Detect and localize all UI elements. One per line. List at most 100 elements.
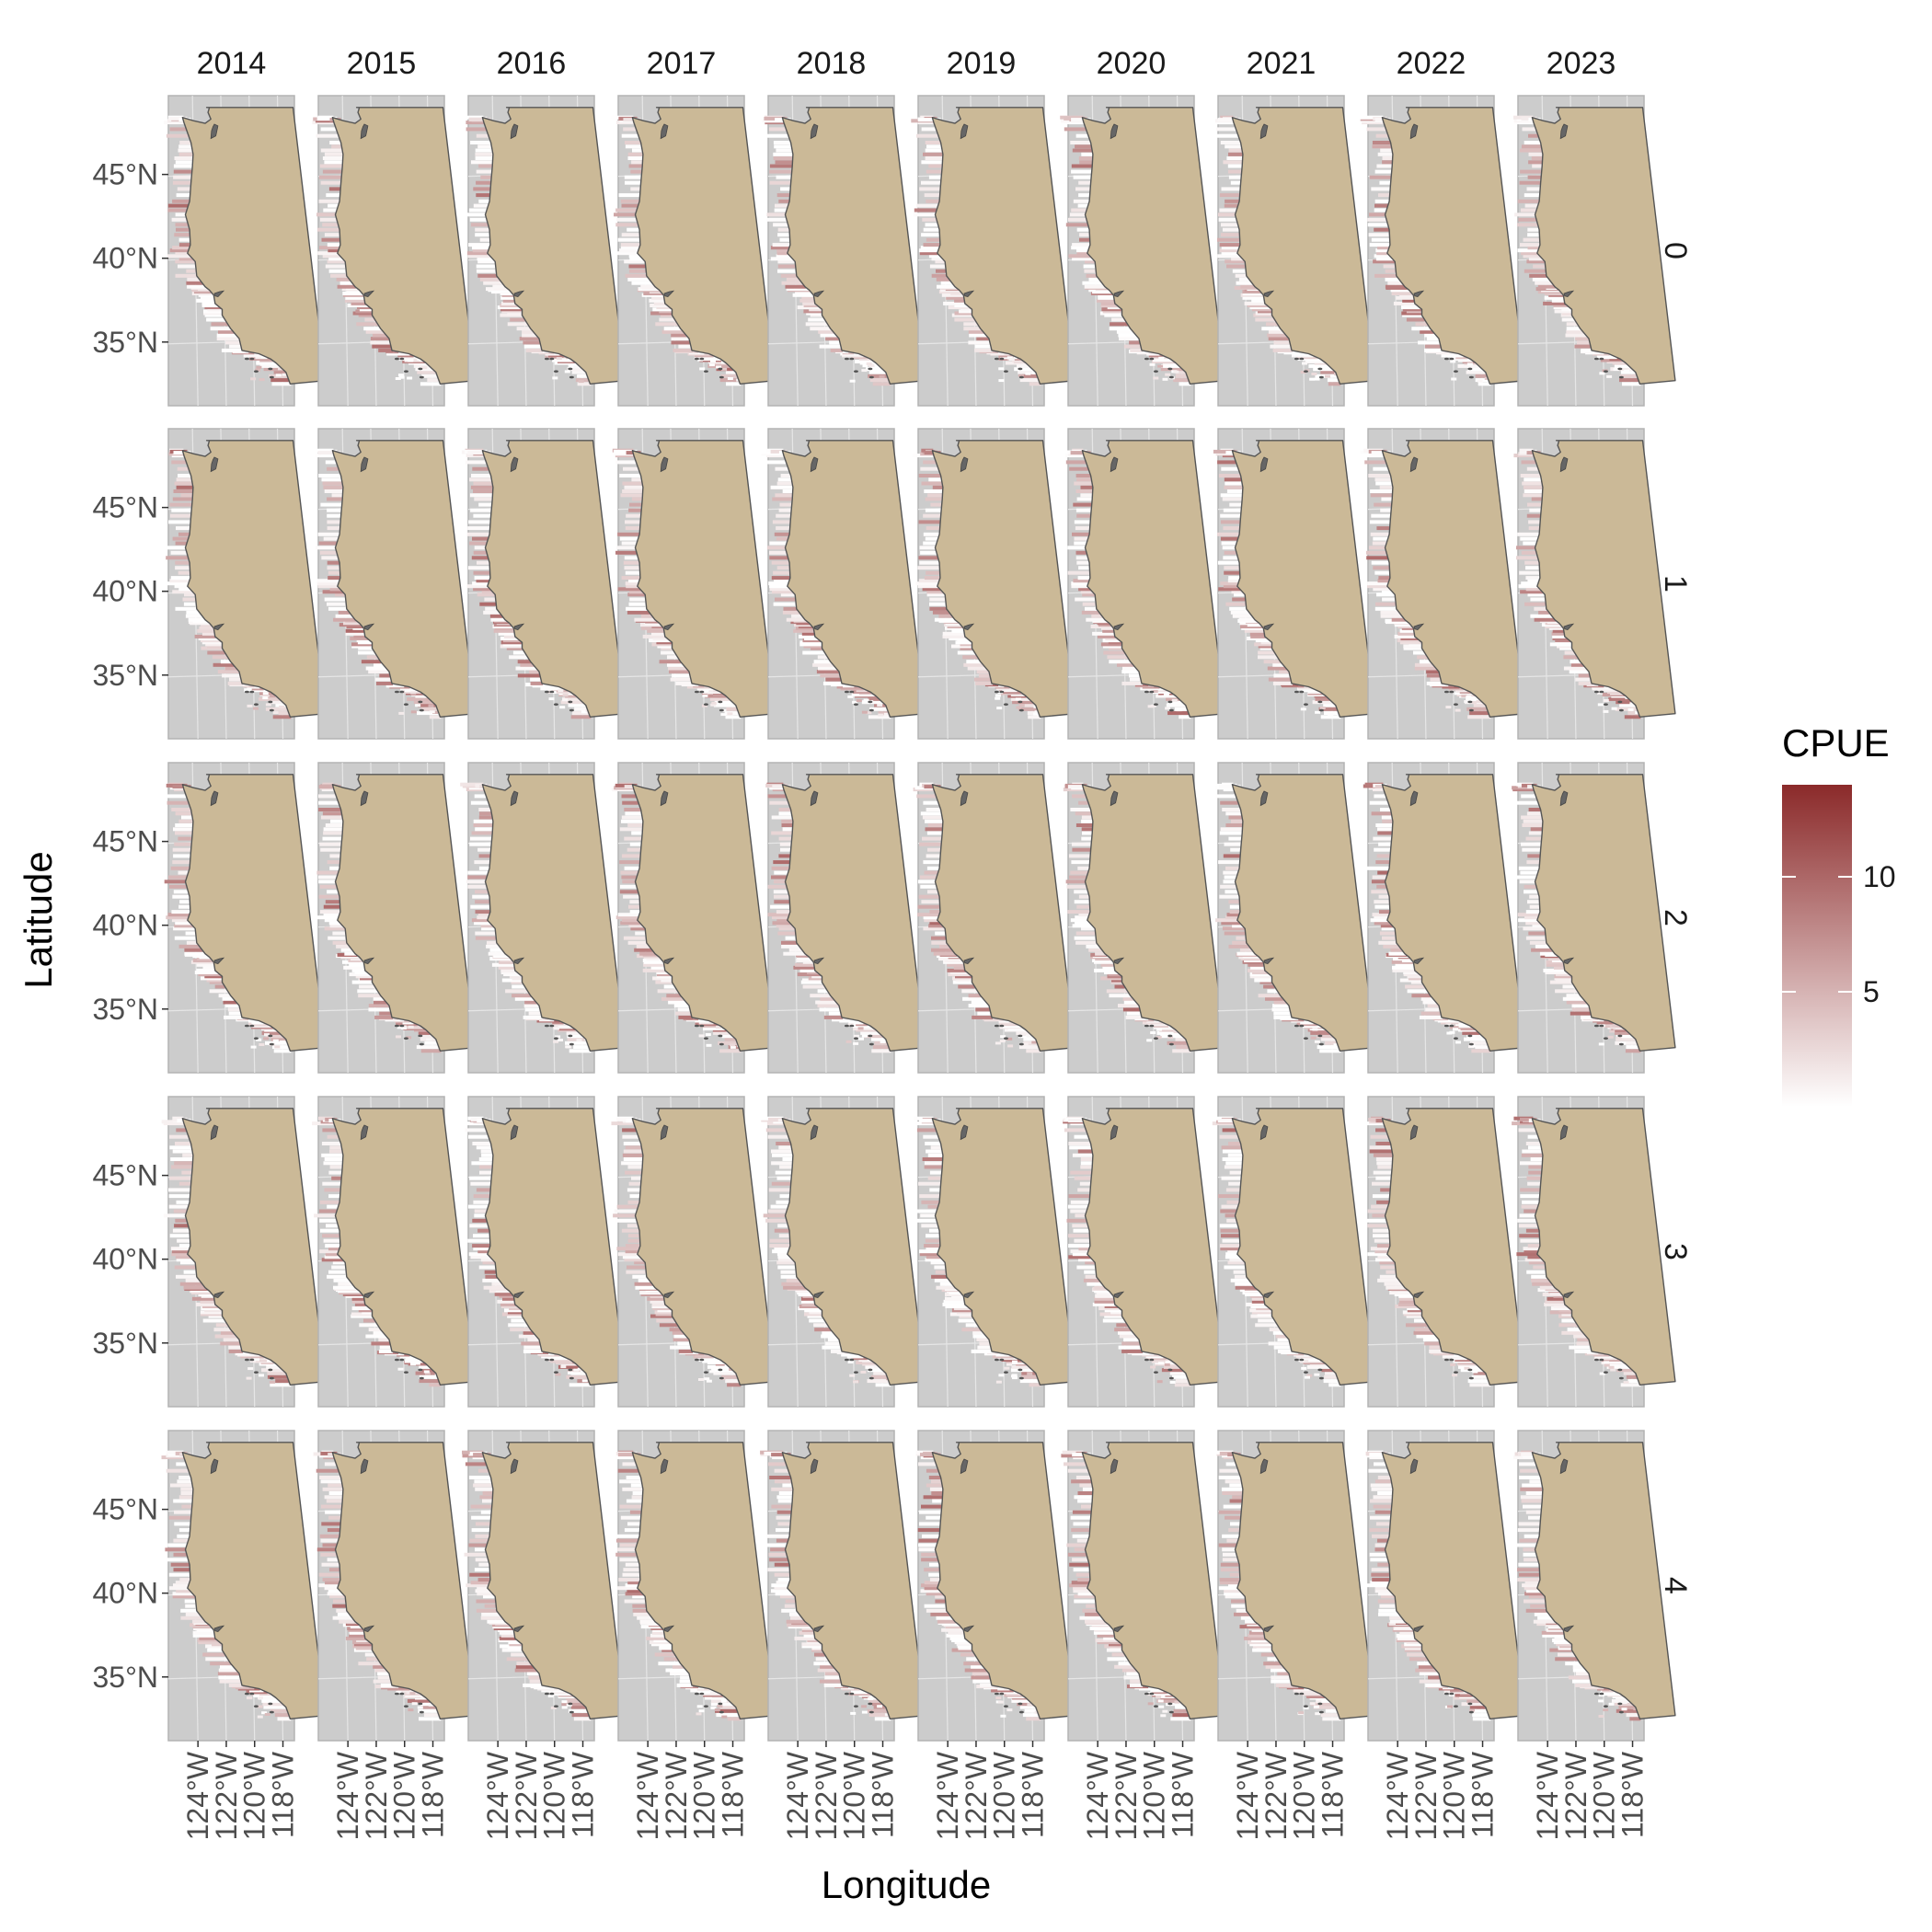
cpue-cell (272, 715, 292, 719)
cpue-cell (1523, 485, 1544, 489)
cpue-cell (630, 926, 647, 931)
cpue-cell (178, 836, 193, 841)
cpue-cell (332, 1260, 347, 1265)
cpue-cell (164, 794, 188, 799)
cpue-cell (1627, 1379, 1639, 1384)
cpue-cell (1376, 164, 1394, 168)
cpue-cell (511, 1652, 526, 1657)
cpue-cell (769, 587, 791, 592)
cpue-cell (324, 1188, 342, 1192)
cpue-cell (857, 1027, 864, 1030)
cpue-cell (202, 965, 216, 970)
cpue-cell (1623, 1381, 1629, 1385)
cpue-cell (1521, 815, 1544, 820)
cpue-cell (706, 1043, 712, 1047)
cpue-cell (923, 1134, 940, 1139)
channel-island (1453, 703, 1458, 706)
cpue-cell (1079, 160, 1094, 165)
cpue-cell (678, 1015, 694, 1019)
cpue-cell (1273, 1011, 1292, 1016)
cpue-cell (932, 1499, 944, 1503)
cpue-cell (180, 1487, 194, 1491)
cpue-cell (954, 298, 966, 303)
cpue-cell (1028, 715, 1041, 719)
cpue-cell (926, 592, 947, 597)
cpue-cell (1532, 924, 1544, 928)
cpue-cell (619, 827, 644, 832)
cpue-cell (807, 1314, 823, 1318)
channel-island (1318, 1042, 1324, 1046)
cpue-cell (1153, 376, 1159, 380)
cpue-cell (925, 508, 943, 512)
cpue-cell (472, 1142, 492, 1145)
cpue-cell (679, 1679, 693, 1684)
cpue-cell (186, 940, 198, 945)
cpue-cell (1523, 819, 1544, 823)
cpue-cell (170, 576, 191, 581)
cpue-cell (1382, 819, 1394, 823)
cpue-cell (1071, 208, 1087, 213)
cpue-cell (518, 1334, 537, 1339)
cpue-cell (934, 1265, 947, 1270)
cpue-cell (1232, 269, 1248, 273)
cpue-cell (1377, 1165, 1394, 1169)
cpue-cell (1614, 1030, 1630, 1035)
cpue-cell (978, 673, 991, 678)
cpue-cell (327, 560, 341, 565)
channel-island (1618, 708, 1624, 712)
cpue-cell (1016, 1030, 1030, 1035)
cpue-cell (475, 827, 494, 832)
cpue-cell (194, 634, 216, 638)
cpue-cell (1369, 213, 1386, 217)
cpue-cell (925, 497, 944, 501)
cpue-cell (1022, 1042, 1029, 1046)
cpue-cell (1625, 1049, 1641, 1053)
cpue-cell (353, 1642, 374, 1647)
cpue-cell (710, 1691, 716, 1695)
cpue-cell (170, 1562, 191, 1567)
cpue-cell (1251, 1310, 1273, 1315)
cpue-cell (1429, 1345, 1442, 1350)
land-polygon (481, 107, 627, 385)
cpue-cell (1528, 808, 1542, 811)
cpue-cell (1375, 481, 1394, 486)
cpue-cell (778, 808, 792, 811)
cpue-cell (1227, 1260, 1247, 1265)
cpue-cell (1023, 1041, 1039, 1045)
cpue-cell (1576, 340, 1591, 345)
cpue-cell (656, 1318, 676, 1323)
channel-island (1018, 1042, 1024, 1046)
cpue-cell (625, 1145, 643, 1150)
cpue-cell (1425, 1007, 1441, 1012)
cpue-cell (1314, 1040, 1320, 1043)
cpue-cell (413, 363, 431, 368)
cpue-cell (338, 1282, 353, 1286)
cpue-cell (938, 614, 953, 618)
cpue-cell (1380, 808, 1392, 811)
cpue-cell (364, 317, 376, 322)
cpue-cell (1225, 1255, 1241, 1259)
land-polygon (781, 107, 926, 385)
cpue-cell (620, 870, 639, 875)
cpue-cell (1369, 175, 1393, 179)
cpue-cell (561, 1700, 568, 1704)
channel-island (568, 1034, 573, 1038)
cpue-cell (1163, 693, 1169, 696)
cpue-cell (264, 1713, 270, 1716)
cpue-cell (1308, 363, 1330, 368)
cpue-cell (769, 164, 794, 168)
cpue-cell (869, 707, 889, 711)
san-francisco-bay (1413, 1291, 1425, 1299)
cpue-cell (918, 520, 942, 524)
cpue-cell (623, 1157, 644, 1161)
cpue-cell (468, 1134, 490, 1139)
cpue-cell (774, 1562, 791, 1567)
cpue-cell (631, 160, 644, 165)
cpue-cell (470, 508, 493, 512)
cpue-cell (520, 662, 535, 667)
channel-island (403, 370, 408, 373)
cpue-cell (1258, 1318, 1276, 1323)
cpue-cell (322, 254, 341, 259)
cpue-cell (475, 1589, 491, 1593)
cpue-cell (1378, 940, 1397, 945)
